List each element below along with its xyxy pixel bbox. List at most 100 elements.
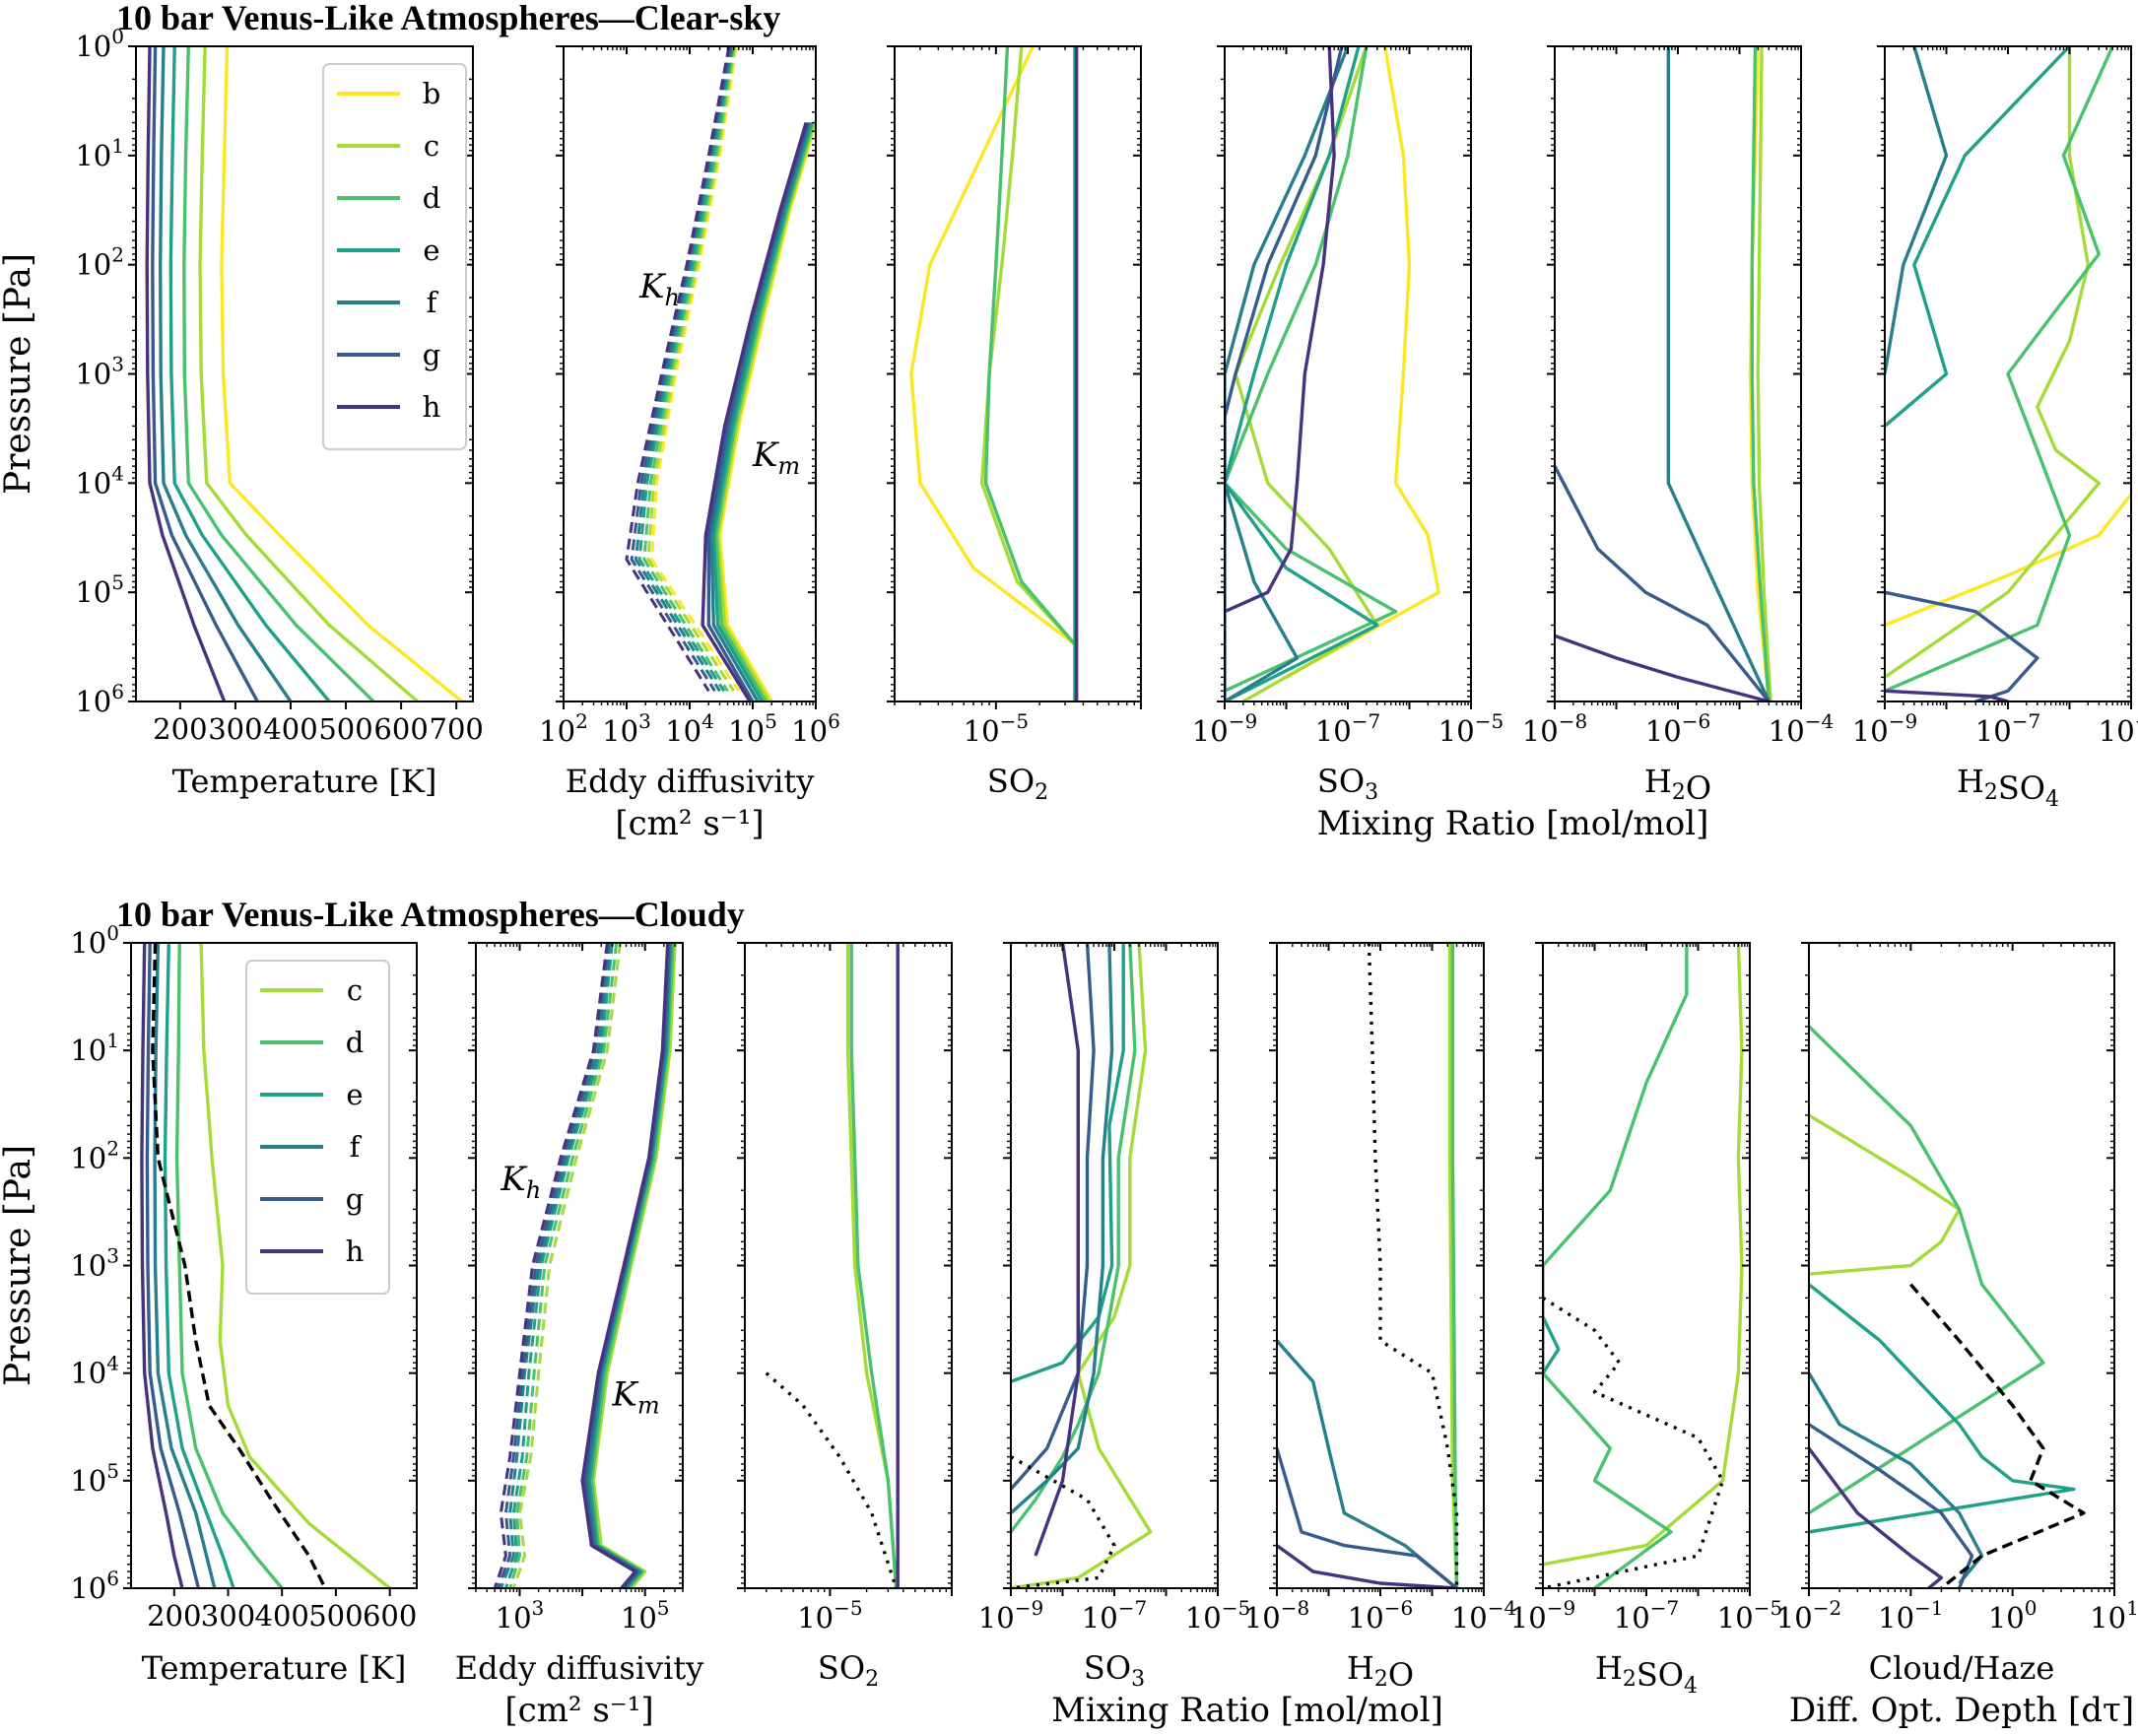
legend-box	[322, 63, 467, 450]
x-tick-label: 400	[255, 1599, 309, 1633]
x-tick-label: 10−8	[1244, 1596, 1309, 1635]
x-axis-label: H2SO4	[1595, 1649, 1698, 1699]
series-line-e	[163, 943, 235, 1588]
series-line-f	[1666, 46, 1771, 701]
x-tick-label: 105	[621, 1596, 670, 1635]
x-tick-label: 500	[318, 712, 372, 746]
x-tick-label: 10−7	[1315, 709, 1380, 748]
x-tick-label: 10−4	[1769, 709, 1834, 748]
panel-0-2: 10−5 SO2	[887, 45, 1142, 805]
x-tick-label: 103	[602, 709, 651, 748]
series-line-h-K_m	[580, 943, 670, 1588]
series-line-e	[1011, 943, 1125, 1383]
axes-frame	[563, 45, 817, 702]
x-tick-label: 10−5	[1717, 1596, 1782, 1635]
x-axis-label-2: [cm² s⁻¹]	[615, 804, 764, 843]
x-axis-label: SO2	[987, 763, 1048, 805]
x-tick-label: 500	[308, 1599, 363, 1633]
series-line-e-K_h	[503, 943, 614, 1588]
x-tick-label: 10−6	[1348, 1596, 1413, 1635]
series-line-e	[168, 46, 331, 701]
x-tick-label: 10−5	[1438, 709, 1503, 748]
x-axis-label-2: [cm² s⁻¹]	[504, 1691, 653, 1730]
x-tick-label: 10−5	[1185, 1596, 1250, 1635]
y-tick-label: 101	[75, 134, 124, 172]
x-axis-label: SO2	[818, 1649, 879, 1692]
x-tick-label: 10−7	[1082, 1596, 1147, 1635]
series-line-h	[145, 46, 227, 701]
panel-0-5: 10−9 10−7 10−5 H2SO4	[1852, 45, 2138, 812]
x-tick-label: 10−9	[1510, 1596, 1575, 1635]
x-axis-label: Temperature [K]	[142, 1649, 407, 1687]
k-annotation: Kh	[638, 267, 680, 311]
series-line-c	[199, 943, 391, 1588]
axes-frame	[1542, 942, 1751, 1589]
x-axis-label: Temperature [K]	[172, 763, 437, 800]
series-line-d	[983, 46, 1077, 646]
x-tick-label: 400	[263, 712, 317, 746]
series-line-b-K_h	[650, 46, 741, 693]
series-line-h	[140, 943, 184, 1588]
x-tick-label: 700	[430, 712, 484, 746]
legend-label-h: h	[423, 390, 441, 424]
series-line-g-K_h	[496, 943, 610, 1588]
x-tick-label: 100	[1988, 1596, 2038, 1635]
x-tick-label: 200	[153, 712, 207, 746]
k-annotation: Kh	[500, 1160, 541, 1204]
y-axis-label: Pressure [Pa]	[0, 1145, 38, 1386]
series-line-d	[182, 46, 375, 701]
legend-label-f: f	[350, 1130, 363, 1164]
x-axis-label-2: Diff. Opt. Depth [dτ]	[1789, 1691, 2134, 1730]
x-axis-label: SO3	[1084, 1649, 1145, 1692]
series-line-b	[909, 46, 1076, 646]
x-tick-label: 10−8	[1522, 709, 1587, 748]
x-tick-label: 105	[728, 709, 777, 748]
legend-label-f: f	[427, 286, 439, 319]
x-axis-label: H2O	[1644, 763, 1711, 807]
series-line-reference	[1909, 1283, 2086, 1588]
panel-1-5: 10−9 10−7 10−5 H2SO4	[1510, 942, 1782, 1699]
x-tick-label: 10−9	[1192, 709, 1257, 748]
x-tick-label: 102	[539, 709, 588, 748]
y-tick-label: 101	[70, 1029, 119, 1067]
x-axis-label: H2SO4	[1957, 763, 2059, 812]
x-axis-label: Eddy diffusivity	[566, 763, 815, 800]
series-line-f	[1885, 46, 1949, 374]
x-tick-label: 10−2	[1776, 1596, 1841, 1635]
panel-1-6: 10−2 10−1 100 101 Cloud/Haze Diff. Opt. Depth…	[1776, 942, 2138, 1730]
legend-label-c: c	[347, 973, 363, 1007]
x-tick-label: 10−7	[1975, 709, 2040, 748]
series-line-d	[1225, 46, 1398, 693]
mixing-ratio-label: Mixing Ratio [mol/mol]	[1317, 804, 1709, 843]
x-tick-label: 10−5	[2099, 709, 2138, 748]
series-line-b	[220, 46, 463, 701]
y-tick-label: 105	[70, 1459, 119, 1498]
x-tick-label: 300	[201, 1599, 255, 1633]
legend-label-e: e	[346, 1078, 363, 1111]
series-line-f-K_m	[709, 122, 812, 701]
y-tick-label: 100	[70, 921, 119, 960]
y-tick-label: 100	[75, 25, 124, 63]
series-line-e	[1225, 46, 1379, 701]
legend-label-g: g	[423, 338, 441, 371]
panel-1-0: 100 101 102 103 104 105 106 200 300 400 500 600 Temp…	[70, 921, 418, 1687]
x-tick-label: 101	[2090, 1596, 2138, 1635]
x-tick-label: 600	[363, 1599, 417, 1633]
series-line-c	[1756, 46, 1772, 701]
k-annotation: Km	[611, 1375, 659, 1420]
x-tick-label: 10−7	[1614, 1596, 1679, 1635]
x-axis-label: Cloud/Haze	[1869, 1649, 2055, 1687]
series-line-d	[1750, 46, 1771, 701]
series-line-reference	[1543, 1296, 1725, 1588]
series-line-b	[1885, 492, 2131, 628]
series-line-b	[1285, 46, 1440, 679]
series-line-d	[1543, 943, 1689, 1588]
series-line-f	[1277, 1339, 1458, 1588]
series-line-c	[979, 46, 1077, 646]
x-axis-label: Eddy diffusivity	[455, 1649, 704, 1687]
series-line-d	[849, 943, 899, 1588]
panel-0-1: 102 103 104 105 106 Eddy diffusivity [cm² s⁻¹]…	[539, 45, 840, 843]
x-axis-label: H2O	[1347, 1649, 1414, 1694]
x-tick-label: 10−9	[1852, 709, 1917, 748]
